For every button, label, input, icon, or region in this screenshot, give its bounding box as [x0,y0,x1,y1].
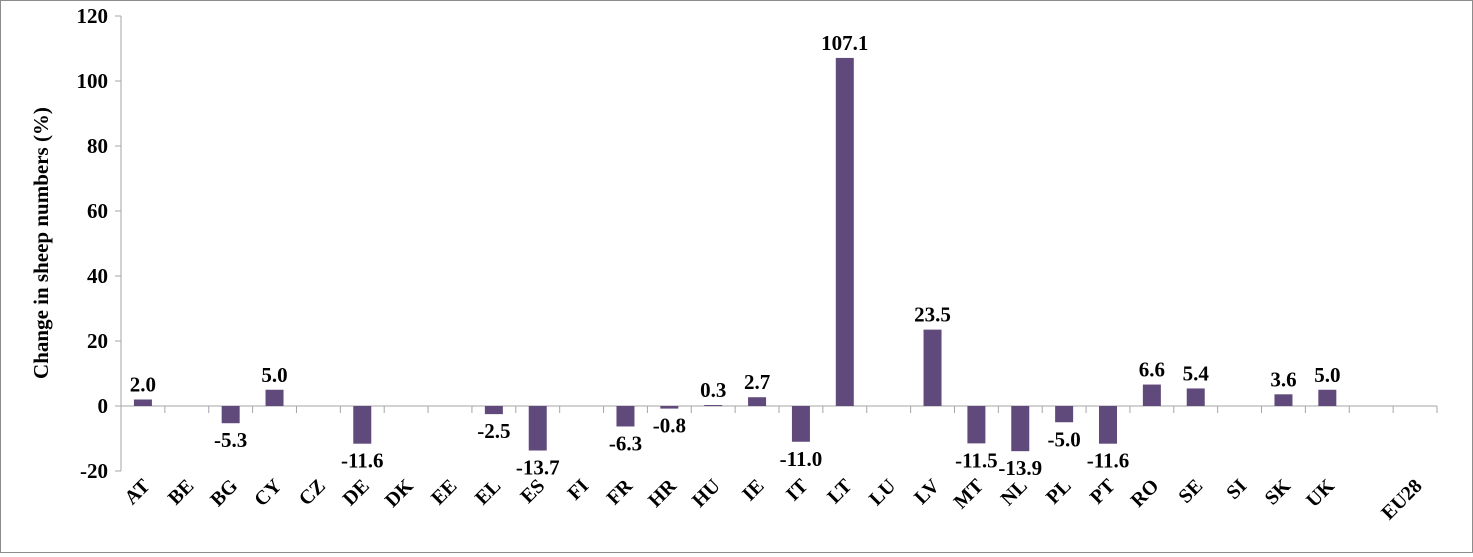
y-tick-label: 60 [87,199,108,223]
data-label: -5.0 [1048,427,1081,451]
data-label: -5.3 [214,428,247,452]
y-tick-label: 40 [87,264,108,288]
data-label: -13.7 [516,456,560,480]
data-label: 2.7 [744,370,770,394]
y-tick-label: 100 [77,69,109,93]
bar-pl [1055,406,1074,423]
data-label: -11.6 [1087,449,1130,473]
bar-bg [221,406,240,424]
x-tick-label: EL [471,475,505,509]
x-tick-label: SE [1174,475,1207,508]
data-label: -0.8 [653,414,686,438]
x-tick-label: HU [688,475,725,512]
bar-es [528,406,547,451]
data-label: 5.0 [261,363,287,387]
bar-sk [1274,394,1293,406]
x-tick-label: ES [516,475,549,508]
data-label: -13.9 [998,456,1042,480]
x-tick-label: CZ [295,475,330,510]
x-tick-label: BE [164,475,198,509]
x-tick-label: HR [644,475,681,512]
y-tick-label: 0 [98,394,109,418]
bar-hu [704,405,723,407]
x-tick-label: IT [782,475,813,506]
x-tick-label: NL [997,475,1032,510]
data-label: 5.0 [1314,363,1340,387]
x-tick-label: UK [1302,475,1339,512]
bar-ie [748,397,767,406]
bar-it [791,406,810,442]
bar-el [484,406,503,415]
x-tick-label: PL [1042,475,1076,509]
x-tick-label: PT [1086,475,1120,509]
data-label: -11.5 [955,448,998,472]
y-tick-label: 120 [77,4,109,28]
bar-pt [1099,406,1117,444]
x-tick-label: SI [1222,475,1251,504]
bar-at [133,399,152,406]
bar-nl [1011,406,1030,452]
y-tick-label: 20 [87,329,108,353]
data-label: -6.3 [609,431,642,455]
data-label: 23.5 [914,303,951,327]
bar-mt [967,406,986,444]
data-label: 0.3 [700,378,726,402]
bar-lt [835,57,854,407]
x-tick-label: LU [865,475,900,510]
bar-fr [616,406,635,427]
x-tick-label: BG [206,475,242,511]
x-tick-label: EE [427,475,461,509]
data-label: 5.4 [1183,361,1210,385]
y-tick-label: -20 [80,459,108,483]
x-tick-label: FR [603,475,638,510]
x-tick-label: RO [1127,475,1164,512]
bar-ro [1142,384,1161,406]
data-label: 107.1 [821,31,868,55]
bar-lv [923,329,942,406]
data-label: -2.5 [477,419,510,443]
x-tick-label: SK [1261,475,1296,510]
data-label: -11.0 [780,447,823,471]
x-tick-label: MT [950,475,989,514]
x-tick-label: EU28 [1377,475,1426,524]
x-tick-label: IE [738,475,768,505]
x-tick-label: DE [339,475,374,510]
data-label: 3.6 [1270,367,1296,391]
data-label: -11.6 [341,449,384,473]
data-label: 2.0 [130,373,156,397]
x-tick-label: AT [120,475,155,510]
x-tick-label: DK [381,475,418,512]
bar-cy [265,389,284,406]
bar-de [353,406,372,444]
x-tick-label: LV [910,475,944,509]
bar-hr [660,406,679,409]
y-tick-label: 80 [87,134,108,158]
bar-se [1186,388,1205,406]
x-tick-label: LT [823,475,857,509]
y-axis-label: Change in sheep numbers (%) [29,107,53,379]
bar-uk [1318,389,1337,406]
data-label: 6.6 [1139,358,1165,382]
x-tick-label: CY [250,475,286,511]
x-tick-label: FI [563,475,593,505]
